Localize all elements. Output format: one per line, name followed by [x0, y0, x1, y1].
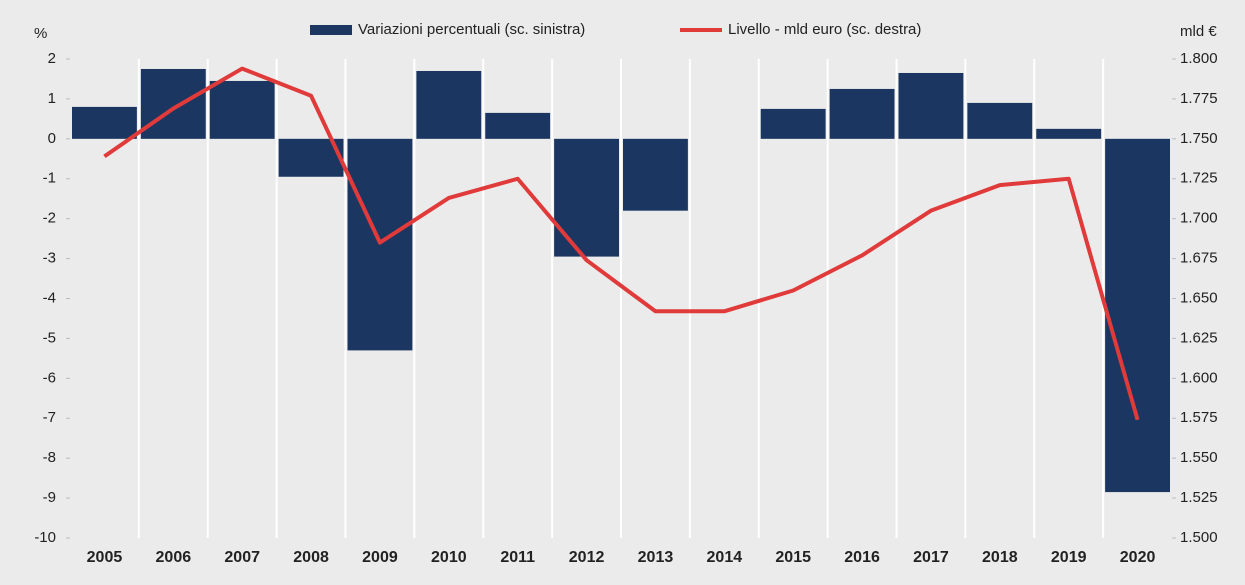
bar	[209, 80, 275, 139]
y2-tick-label: 1.625	[1180, 329, 1218, 346]
y2-tick-label: 1.500	[1180, 529, 1218, 546]
y-tick-label: -5	[43, 329, 56, 346]
x-tick-label: 2017	[913, 549, 949, 566]
y2-tick-label: 1.725	[1180, 170, 1218, 187]
x-tick-label: 2010	[431, 549, 467, 566]
y-tick-label: -8	[43, 449, 56, 466]
bar	[898, 72, 964, 139]
bar	[623, 138, 688, 211]
y2-tick-label: 1.750	[1180, 130, 1218, 147]
x-tick-label: 2015	[775, 549, 811, 566]
y-tick-label: -9	[43, 489, 56, 506]
x-tick-label: 2018	[982, 549, 1018, 566]
bar	[485, 112, 551, 139]
y-tick-label: -2	[43, 210, 56, 227]
y-tick-label: -10	[34, 529, 56, 546]
bar	[760, 108, 826, 139]
x-tick-label: 2005	[87, 549, 123, 566]
y2-tick-label: 1.600	[1180, 369, 1218, 386]
x-tick-label: 2016	[844, 549, 880, 566]
y-tick-label: -3	[43, 250, 56, 267]
y-tick-label: -1	[43, 170, 56, 187]
legend-label: Livello - mld euro (sc. destra)	[728, 21, 921, 38]
y2-tick-label: 1.675	[1180, 250, 1218, 267]
bar	[554, 138, 619, 257]
x-tick-label: 2008	[293, 549, 329, 566]
bar	[829, 88, 895, 139]
x-tick-label: 2009	[362, 549, 398, 566]
bar	[416, 70, 482, 139]
x-tick-label: 2006	[156, 549, 192, 566]
y-tick-label: -6	[43, 369, 56, 386]
y2-tick-label: 1.550	[1180, 449, 1218, 466]
y-tick-label: 2	[48, 50, 56, 67]
x-tick-label: 2019	[1051, 549, 1087, 566]
y-tick-label: -7	[43, 409, 56, 426]
y2-tick-label: 1.575	[1180, 409, 1218, 426]
y2-tick-label: 1.800	[1180, 50, 1218, 67]
legend-label: Variazioni percentuali (sc. sinistra)	[358, 21, 585, 38]
y2-tick-label: 1.700	[1180, 210, 1218, 227]
legend-swatch	[310, 25, 352, 35]
bar	[1036, 128, 1102, 139]
y2-tick-label: 1.525	[1180, 489, 1218, 506]
x-tick-label: 2014	[707, 549, 743, 566]
x-tick-label: 2011	[500, 549, 535, 566]
y-axis-label: %	[34, 25, 47, 42]
x-tick-label: 2007	[224, 549, 260, 566]
bar	[72, 106, 137, 139]
y-tick-label: 1	[48, 90, 56, 107]
x-tick-label: 2020	[1120, 549, 1156, 566]
y2-tick-label: 1.650	[1180, 289, 1218, 306]
y-tick-label: 0	[48, 130, 56, 147]
y-tick-label: -4	[43, 289, 56, 306]
x-tick-label: 2013	[638, 549, 674, 566]
bar	[140, 68, 206, 139]
bar	[1105, 138, 1170, 493]
x-tick-label: 2012	[569, 549, 605, 566]
y2-axis-label: mld €	[1180, 23, 1217, 40]
line	[103, 66, 1140, 421]
bar	[967, 102, 1033, 139]
y2-tick-label: 1.775	[1180, 90, 1218, 107]
